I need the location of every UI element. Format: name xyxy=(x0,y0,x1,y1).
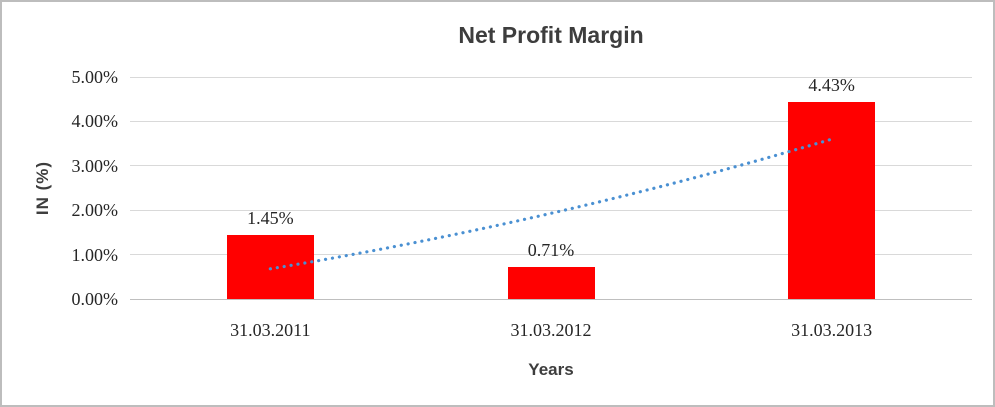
y-tick-label: 3.00% xyxy=(71,155,119,176)
gridline xyxy=(130,298,972,300)
bar-value-label: 0.71% xyxy=(527,240,575,261)
y-tick-label: 1.00% xyxy=(71,244,119,265)
bar-value-label: 4.43% xyxy=(808,75,855,96)
x-axis-title: Years xyxy=(528,360,574,379)
chart-title: Net Profit Margin xyxy=(458,22,644,48)
x-tick-label: 31.03.2011 xyxy=(230,320,311,340)
bar-value-label: 1.45% xyxy=(247,207,294,228)
bar xyxy=(226,234,314,299)
y-tick-label: 2.00% xyxy=(71,200,119,221)
gridline xyxy=(130,120,972,122)
bar xyxy=(788,102,876,299)
y-tick-label: 4.00% xyxy=(71,111,119,132)
y-tick-label: 5.00% xyxy=(71,67,119,87)
bar xyxy=(507,267,595,299)
x-tick-label: 31.03.2012 xyxy=(510,320,592,340)
x-tick-label: 31.03.2013 xyxy=(791,320,873,340)
gridline xyxy=(130,76,972,78)
y-tick-label: 0.00% xyxy=(71,289,119,309)
